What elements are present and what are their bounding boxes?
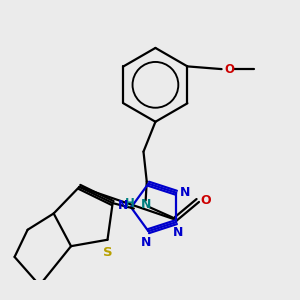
- Text: S: S: [103, 246, 112, 259]
- Text: H: H: [125, 197, 135, 210]
- Text: N: N: [179, 186, 190, 199]
- Text: N: N: [141, 198, 152, 211]
- Text: O: O: [200, 194, 211, 207]
- Text: N: N: [141, 236, 152, 248]
- Text: O: O: [224, 63, 234, 76]
- Text: N: N: [173, 226, 184, 239]
- Text: N: N: [118, 199, 128, 212]
